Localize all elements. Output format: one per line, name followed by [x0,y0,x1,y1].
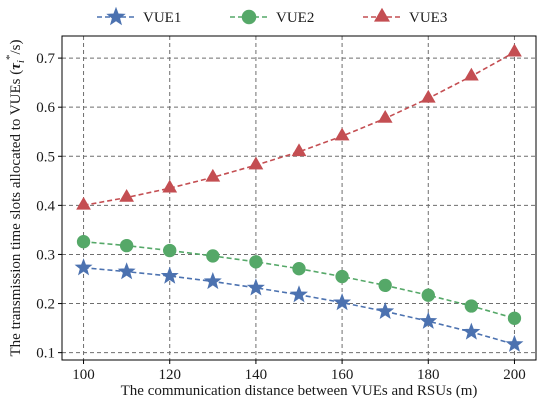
y-axis-label-prefix: The transmission time slots allocated to… [8,70,24,357]
data-point-vue1 [462,322,481,340]
data-point-vue3 [119,188,135,202]
series-vue3 [76,43,522,210]
data-point-vue2 [163,243,177,258]
x-tick-label: 140 [245,367,268,383]
y-axis-label-superscript: * [4,55,16,61]
x-tick-label: 180 [417,367,440,383]
data-point-vue2 [507,311,522,325]
series-line-vue2 [83,240,515,320]
legend-label: VUE1 [143,10,181,26]
y-axis: 0.1 0.2 0.3 0.4 0.5 0.6 0.7 [36,51,62,362]
series-layer [74,43,524,352]
data-point-vue1 [505,334,524,352]
data-point-vue1 [160,266,179,284]
legend-label: VUE2 [276,10,314,26]
y-tick-label: 0.6 [36,100,55,116]
data-point-vue3 [162,179,178,193]
data-point-vue1 [203,272,222,290]
data-point-vue2 [119,238,134,253]
x-tick-label: 200 [503,367,526,383]
data-point-vue1 [74,258,93,276]
y-tick-label: 0.1 [36,346,55,362]
y-tick-label: 0.7 [36,51,55,67]
data-point-vue1 [333,293,352,311]
plot-frame [61,35,537,361]
x-tick-label: 100 [72,367,95,383]
data-point-vue2 [378,278,392,293]
series-line-vue1 [83,266,515,346]
data-point-vue3 [420,89,436,103]
legend-marker [241,9,257,25]
y-tick-label: 0.5 [36,149,55,165]
legend-label: VUE3 [409,10,447,26]
x-tick-label: 120 [158,367,181,383]
data-point-vue3 [291,143,307,157]
data-point-vue2 [76,235,91,249]
y-axis-label-suffix: /s) [8,39,24,54]
data-point-vue3 [205,168,221,182]
data-point-vue2 [292,262,306,276]
data-point-vue3 [463,67,479,81]
data-point-vue3 [76,196,91,210]
legend: VUE1 VUE2 VUE3 [97,6,447,26]
data-point-vue2 [335,269,349,284]
y-axis-label-subscript: i [15,60,27,63]
legend-item-vue2: VUE2 [230,9,314,26]
x-axis: 100 120 140 160 180 200 [72,360,526,383]
legend-item-vue1: VUE1 [97,6,181,26]
series-vue2 [76,235,522,325]
data-point-vue2 [206,249,220,263]
y-tick-label: 0.2 [36,297,55,313]
legend-marker [373,7,391,22]
legend-marker [106,6,126,26]
x-axis-label: The communication distance between VUEs … [121,383,478,399]
y-tick-label: 0.3 [36,247,55,263]
data-point-vue3 [334,127,350,141]
y-axis-label: The transmission time slots allocated to… [4,39,27,356]
data-point-vue3 [248,156,264,170]
data-point-vue2 [421,288,435,302]
data-point-vue1 [376,301,395,320]
data-point-vue3 [377,109,393,123]
series-line-vue3 [83,51,515,207]
data-point-vue1 [117,262,136,280]
y-axis-label-tau: τ [8,62,24,70]
data-point-vue2 [249,255,263,269]
grid [62,36,536,360]
data-point-vue1 [246,278,265,296]
data-point-vue1 [290,285,308,303]
series-vue1 [74,258,524,352]
legend-item-vue3: VUE3 [363,7,447,26]
data-point-vue2 [464,299,479,313]
y-tick-label: 0.4 [36,198,55,214]
data-point-vue3 [507,43,522,57]
data-point-vue1 [419,311,438,329]
x-tick-label: 160 [331,367,354,383]
